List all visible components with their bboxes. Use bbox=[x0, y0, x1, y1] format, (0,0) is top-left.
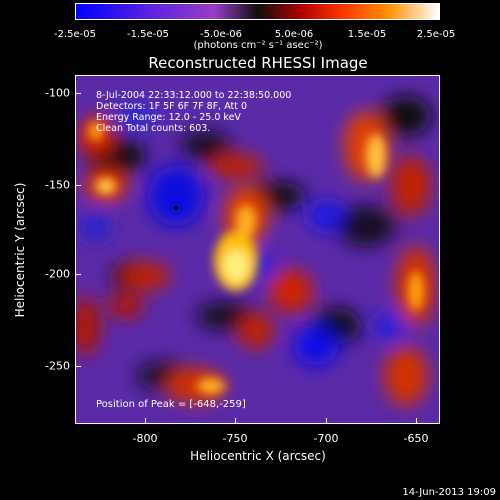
x-tick-label: -800 bbox=[132, 432, 158, 445]
x-axis-label: Heliocentric X (arcsec) bbox=[190, 449, 326, 463]
y-tick-label: -100 bbox=[45, 86, 70, 100]
colorbar-tick: -2.5e-05 bbox=[54, 29, 96, 40]
colorbar bbox=[75, 3, 440, 20]
y-tick-mark bbox=[75, 274, 81, 275]
y-axis-label: Heliocentric Y (arcsec) bbox=[13, 182, 27, 318]
info-line-4: Clean Total counts: 603. bbox=[96, 123, 210, 134]
colorbar-tick: -1.5e-05 bbox=[127, 29, 169, 40]
x-tick-label: -700 bbox=[313, 432, 339, 445]
colorbar-tick: -5.0e-06 bbox=[200, 29, 242, 40]
x-tick-mark bbox=[326, 418, 327, 424]
footer-date: 14-Jun-2013 19:09 bbox=[402, 487, 496, 498]
x-tick-label: -750 bbox=[222, 432, 248, 445]
y-tick-mark bbox=[75, 185, 81, 186]
x-tick-label: -650 bbox=[403, 432, 429, 445]
colorbar-unit-label: (photons cm⁻² s⁻¹ asec⁻²) bbox=[193, 40, 323, 51]
info-line-2: Detectors: 1F 5F 6F 7F 8F, Att 0 bbox=[96, 101, 247, 112]
y-tick-mark bbox=[75, 93, 81, 94]
colorbar-tick: 1.5e-05 bbox=[347, 29, 387, 40]
x-tick-mark bbox=[235, 418, 236, 424]
y-tick-label: -250 bbox=[45, 359, 70, 373]
x-tick-mark bbox=[145, 418, 146, 424]
rhessi-image-plot: 8-Jul-2004 22:33:12.000 to 22:38:50.000 … bbox=[75, 75, 440, 424]
y-tick-label: -200 bbox=[45, 267, 70, 281]
info-line-3: Energy Range: 12.0 - 25.0 keV bbox=[96, 112, 241, 123]
info-line-1: 8-Jul-2004 22:33:12.000 to 22:38:50.000 bbox=[96, 90, 291, 101]
colorbar-tick: 5.0e-06 bbox=[274, 29, 314, 40]
x-tick-mark bbox=[416, 418, 417, 424]
rhessi-image: 8-Jul-2004 22:33:12.000 to 22:38:50.000 … bbox=[76, 76, 439, 423]
y-tick-label: -150 bbox=[45, 178, 70, 192]
y-tick-mark bbox=[75, 366, 81, 367]
image-title: Reconstructed RHESSI Image bbox=[148, 54, 368, 72]
peak-position-label: Position of Peak = [-648,-259] bbox=[96, 399, 246, 410]
colorbar-tick: 2.5e-05 bbox=[416, 29, 456, 40]
